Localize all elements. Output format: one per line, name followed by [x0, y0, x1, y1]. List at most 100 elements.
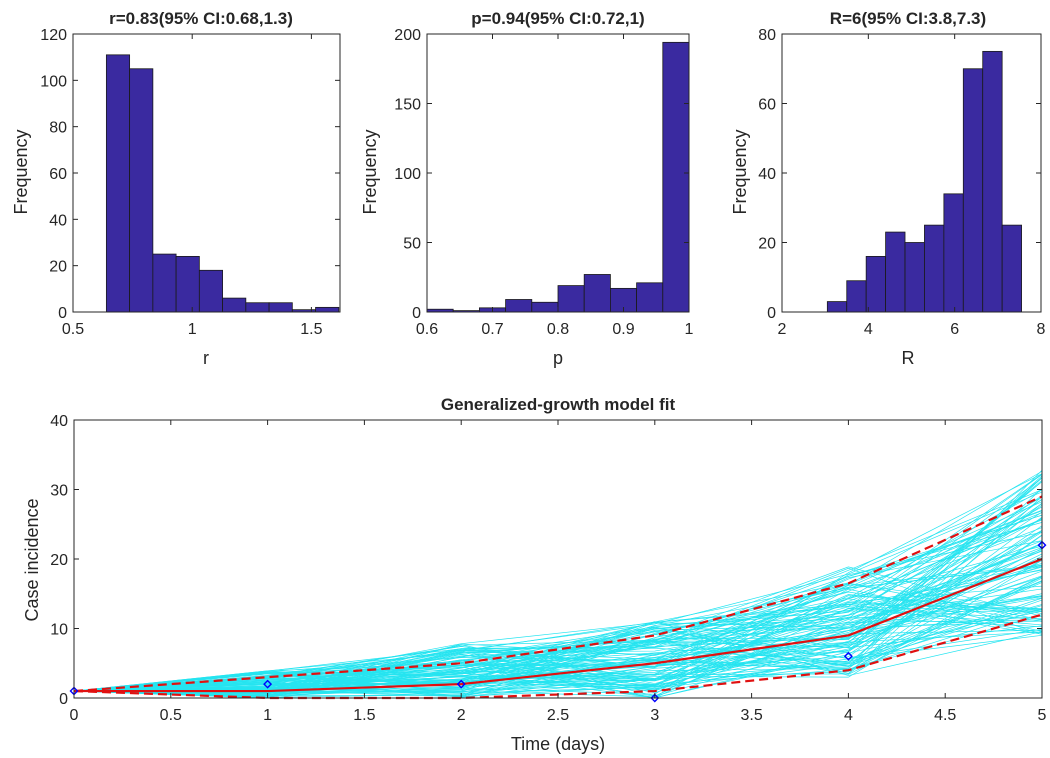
y-tick-label: 40: [49, 212, 67, 229]
ensemble-curve: [73, 565, 1043, 695]
histogram-bar: [982, 50, 1003, 313]
x-tick-label: 0.5: [62, 321, 84, 338]
fit-line: [74, 557, 1043, 693]
x-tick-label: 6: [950, 321, 959, 338]
plot-area: [69, 469, 1047, 703]
x-tick-label: 1: [685, 321, 694, 338]
ensemble-curve: [73, 503, 1043, 692]
x-tick-label: 0: [70, 707, 79, 724]
ensemble-curve: [73, 496, 1043, 692]
y-tick-label: 30: [50, 483, 68, 500]
ensemble-curve: [73, 615, 1043, 697]
histogram-bar: [245, 302, 270, 313]
x-tick-label: 4: [844, 707, 853, 724]
y-tick-label: 20: [50, 552, 68, 569]
x-tick-label: 4: [864, 321, 873, 338]
histogram-R-panel: R=6(95% CI:3.8,7.3) R Frequency 2 4 6 80204…: [730, 9, 1046, 368]
histogram-bar: [557, 285, 585, 313]
histogram-bar: [846, 280, 867, 313]
y-axis-label: Frequency: [11, 129, 31, 214]
y-tick-label: 0: [767, 305, 776, 322]
y-tick-label: 60: [49, 166, 67, 183]
ensemble-curve: [73, 609, 1043, 692]
x-tick-label: 3: [650, 707, 659, 724]
chart-title: Generalized-growth model fit: [441, 395, 676, 414]
y-tick-label: 40: [758, 166, 776, 183]
histogram-bar: [826, 301, 848, 313]
chart-title: R=6(95% CI:3.8,7.3): [830, 9, 986, 28]
y-axis-label: Frequency: [360, 129, 380, 214]
y-tick-label: 40: [50, 413, 68, 430]
y-tick-label: 120: [40, 27, 67, 44]
histogram-bar: [885, 231, 906, 313]
x-tick-label: 4.5: [934, 707, 956, 724]
y-tick-label: 0: [412, 305, 421, 322]
ensemble-curve: [73, 604, 1043, 692]
y-tick-label: 10: [50, 622, 68, 639]
ensemble-curve: [73, 608, 1043, 698]
chart-title: p=0.94(95% CI:0.72,1): [471, 9, 644, 28]
ensemble-curves: [73, 469, 1043, 699]
histogram-bar: [268, 302, 293, 313]
observed-data-point: [263, 679, 273, 689]
y-tick-label: 0: [58, 305, 67, 322]
histogram-bar: [924, 224, 945, 313]
histogram-bar: [531, 301, 559, 313]
plot-area: [826, 50, 1022, 313]
ensemble-curve: [73, 595, 1043, 692]
growth-model-fit-panel: Generalized-growth model fit Time (days)…: [22, 395, 1047, 754]
x-tick-label: 0.8: [547, 321, 569, 338]
y-tick-label: 80: [758, 27, 776, 44]
x-axis-label: r: [203, 348, 209, 368]
axes-box: [426, 33, 690, 313]
ensemble-curve: [73, 473, 1043, 695]
histogram-bar: [865, 255, 886, 313]
x-tick-label: 0.6: [416, 321, 438, 338]
x-axis-label: Time (days): [511, 734, 605, 754]
y-tick-label: 60: [758, 97, 776, 114]
x-tick-label: 1.5: [353, 707, 375, 724]
histogram-bar: [152, 253, 177, 313]
histogram-r-panel: r=0.83(95% CI:0.68,1.3) r Frequency 0.5 1…: [11, 9, 341, 368]
x-tick-label: 8: [1037, 321, 1046, 338]
chart-title: r=0.83(95% CI:0.68,1.3): [109, 9, 293, 28]
histogram-bar: [105, 54, 131, 313]
ensemble-curve: [73, 496, 1043, 692]
x-tick-label: 1.5: [300, 321, 322, 338]
y-tick-label: 20: [758, 236, 776, 253]
ensemble-curve: [73, 519, 1043, 692]
x-tick-label: 0.7: [481, 321, 503, 338]
x-tick-label: 5: [1038, 707, 1047, 724]
y-tick-label: 100: [40, 73, 67, 90]
ensemble-curve: [73, 560, 1043, 697]
x-tick-label: 3.5: [740, 707, 762, 724]
histogram-bar: [129, 68, 154, 313]
histogram-bar: [175, 255, 200, 313]
histogram-p-panel: p=0.94(95% CI:0.72,1) p Frequency 0.6 0.7…: [360, 9, 694, 368]
histogram-bar: [198, 269, 223, 313]
histogram-bar: [222, 297, 247, 313]
y-tick-label: 150: [394, 97, 421, 114]
x-tick-label: 0.9: [612, 321, 634, 338]
histogram-bar: [1001, 224, 1022, 313]
histogram-bar: [943, 193, 964, 313]
histogram-bar: [904, 242, 925, 313]
y-tick-label: 100: [394, 166, 421, 183]
ensemble-curve: [73, 593, 1043, 692]
x-tick-label: 2.5: [547, 707, 569, 724]
x-tick-label: 0.5: [160, 707, 182, 724]
y-tick-label: 0: [59, 691, 68, 708]
y-axis-label: Frequency: [730, 129, 750, 214]
ensemble-curve: [73, 556, 1043, 692]
histogram-bar: [315, 306, 340, 313]
y-tick-label: 80: [49, 120, 67, 137]
histogram-bar: [962, 68, 984, 313]
x-axis-label: p: [553, 348, 563, 368]
observed-data-point: [843, 651, 853, 661]
histogram-bar: [636, 282, 664, 313]
x-tick-label: 2: [457, 707, 466, 724]
histogram-bar: [583, 274, 611, 313]
observed-data-point: [650, 693, 660, 703]
x-tick-label: 1: [263, 707, 272, 724]
